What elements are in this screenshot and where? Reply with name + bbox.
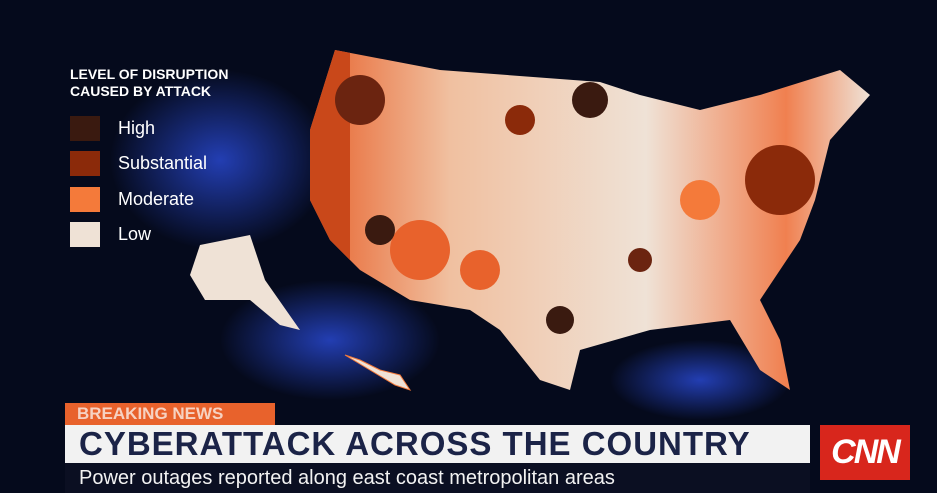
glow (110, 70, 330, 250)
swatch (70, 222, 100, 247)
legend-title: LEVEL OF DISRUPTION CAUSED BY ATTACK (70, 66, 229, 99)
swatch (70, 151, 100, 176)
legend-item: Moderate (70, 187, 194, 212)
hawaii (344, 354, 412, 391)
legend-label: Substantial (118, 153, 208, 173)
headline: CYBERATTACK ACROSS THE COUNTRY (65, 425, 810, 463)
swatch (70, 116, 100, 141)
swatch (70, 187, 100, 212)
logo: CNN (820, 425, 910, 480)
alaska (190, 235, 300, 330)
legend-label: High (118, 118, 156, 138)
glow (610, 340, 790, 420)
legend-item: Substantial (70, 151, 207, 176)
legend-label: Moderate (118, 189, 195, 209)
legend-item: Low (70, 222, 151, 247)
subheadline: Power outages reported along east coast … (65, 463, 810, 493)
legend-item: High (70, 116, 155, 141)
breaking-tag: BREAKING NEWS (65, 403, 275, 425)
legend-label: Low (118, 224, 152, 244)
